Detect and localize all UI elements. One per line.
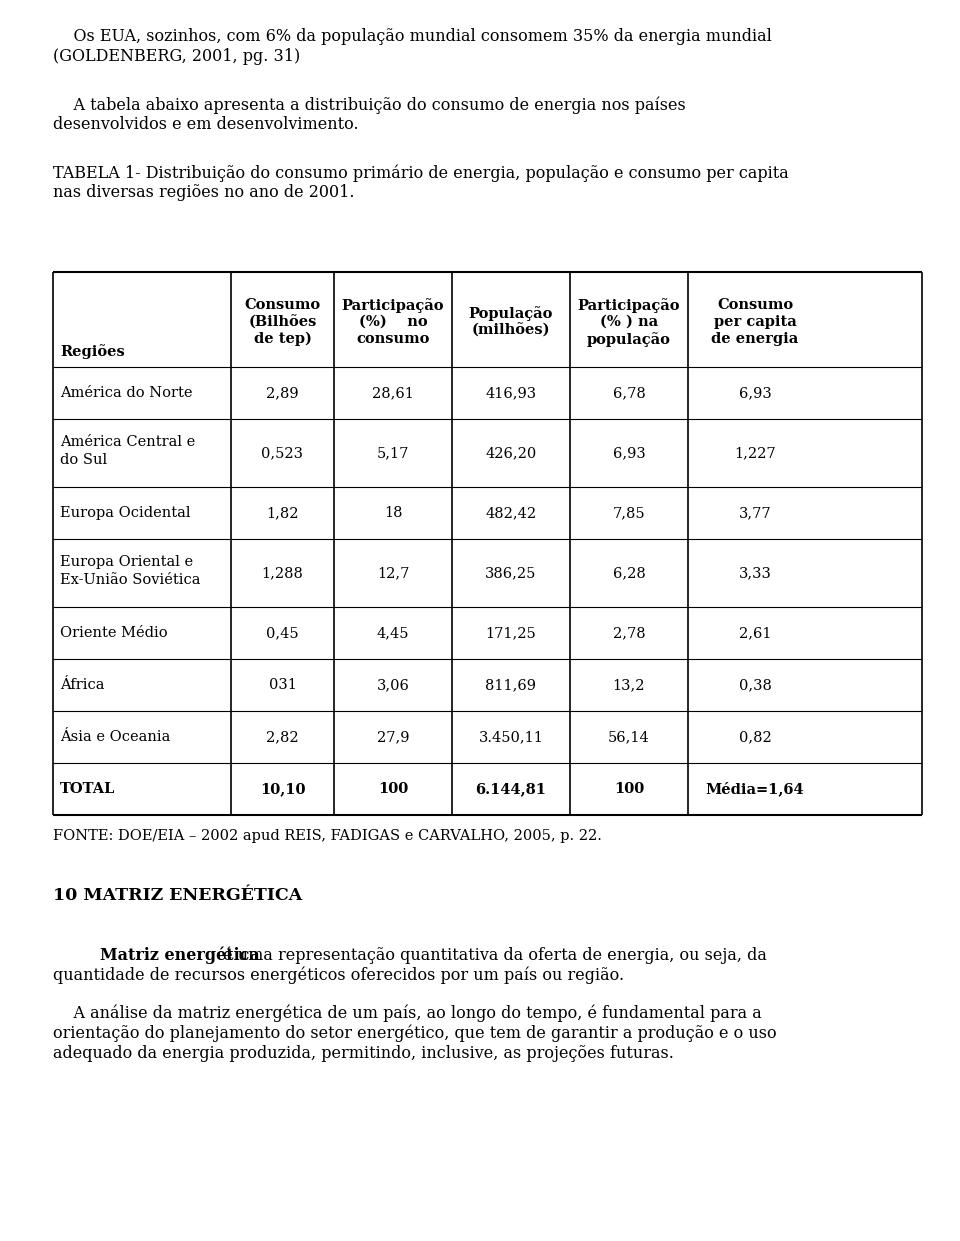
Text: 3.450,11: 3.450,11 xyxy=(479,730,543,745)
Text: Os EUA, sozinhos, com 6% da população mundial consomem 35% da energia mundial: Os EUA, sozinhos, com 6% da população mu… xyxy=(53,29,772,45)
Text: 416,93: 416,93 xyxy=(486,386,537,400)
Text: 100: 100 xyxy=(378,782,408,795)
Text: A tabela abaixo apresenta a distribuição do consumo de energia nos países: A tabela abaixo apresenta a distribuição… xyxy=(53,96,685,113)
Text: 811,69: 811,69 xyxy=(486,678,537,692)
Text: adequado da energia produzida, permitindo, inclusive, as projeções futuras.: adequado da energia produzida, permitind… xyxy=(53,1045,674,1062)
Text: 6,93: 6,93 xyxy=(612,446,645,460)
Text: consumo: consumo xyxy=(356,333,430,346)
Text: 7,85: 7,85 xyxy=(612,506,645,520)
Text: 0,38: 0,38 xyxy=(738,678,772,692)
Text: 100: 100 xyxy=(613,782,644,795)
Text: 6,78: 6,78 xyxy=(612,386,645,400)
Text: 4,45: 4,45 xyxy=(376,625,409,640)
Text: 386,25: 386,25 xyxy=(486,566,537,580)
Text: 6,28: 6,28 xyxy=(612,566,645,580)
Text: 12,7: 12,7 xyxy=(377,566,409,580)
Text: Média=1,64: Média=1,64 xyxy=(706,782,804,797)
Text: (%)    no: (%) no xyxy=(359,315,427,329)
Text: quantidade de recursos energéticos oferecidos por um país ou região.: quantidade de recursos energéticos ofere… xyxy=(53,967,624,984)
Text: 18: 18 xyxy=(384,506,402,520)
Text: 10,10: 10,10 xyxy=(260,782,305,795)
Text: população: população xyxy=(588,333,671,347)
Text: (milhões): (milhões) xyxy=(471,324,550,338)
Text: 5,17: 5,17 xyxy=(377,446,409,460)
Text: 171,25: 171,25 xyxy=(486,625,537,640)
Text: 0,45: 0,45 xyxy=(266,625,299,640)
Text: de energia: de energia xyxy=(711,333,799,346)
Text: nas diversas regiões no ano de 2001.: nas diversas regiões no ano de 2001. xyxy=(53,184,354,201)
Text: Consumo: Consumo xyxy=(717,298,793,311)
Text: População: População xyxy=(468,307,553,321)
Text: A análise da matriz energética de um país, ao longo do tempo, é fundamental para: A análise da matriz energética de um paí… xyxy=(53,1005,761,1023)
Text: 6,93: 6,93 xyxy=(738,386,772,400)
Text: 0,82: 0,82 xyxy=(738,730,772,745)
Text: Participação: Participação xyxy=(342,298,444,313)
Text: 031: 031 xyxy=(269,678,297,692)
Text: TOTAL: TOTAL xyxy=(60,782,115,795)
Text: desenvolvidos e em desenvolvimento.: desenvolvidos e em desenvolvimento. xyxy=(53,115,359,133)
Text: Participação: Participação xyxy=(578,298,681,313)
Text: 2,78: 2,78 xyxy=(612,625,645,640)
Text: (GOLDENBERG, 2001, pg. 31): (GOLDENBERG, 2001, pg. 31) xyxy=(53,48,300,65)
Text: 28,61: 28,61 xyxy=(372,386,414,400)
Text: Oriente Médio: Oriente Médio xyxy=(60,625,168,640)
Text: 3,33: 3,33 xyxy=(738,566,772,580)
Text: do Sul: do Sul xyxy=(60,453,108,467)
Text: (Bilhões: (Bilhões xyxy=(249,315,317,329)
Text: é uma representação quantitativa da oferta de energia, ou seja, da: é uma representação quantitativa da ofer… xyxy=(218,947,767,964)
Text: FONTE: DOE/EIA – 2002 apud REIS, FADIGAS e CARVALHO, 2005, p. 22.: FONTE: DOE/EIA – 2002 apud REIS, FADIGAS… xyxy=(53,829,602,843)
Text: TABELA 1- Distribuição do consumo primário de energia, população e consumo per c: TABELA 1- Distribuição do consumo primár… xyxy=(53,164,789,181)
Text: Regiões: Regiões xyxy=(60,344,125,359)
Text: 482,42: 482,42 xyxy=(486,506,537,520)
Text: de tep): de tep) xyxy=(253,333,311,346)
Text: 1,288: 1,288 xyxy=(261,566,303,580)
Text: Ex-União Soviética: Ex-União Soviética xyxy=(60,573,201,587)
Text: 13,2: 13,2 xyxy=(612,678,645,692)
Text: Matriz energética: Matriz energética xyxy=(100,947,260,964)
Text: 426,20: 426,20 xyxy=(486,446,537,460)
Text: orientação do planejamento do setor energético, que tem de garantir a produção e: orientação do planejamento do setor ener… xyxy=(53,1025,777,1042)
Text: Ásia e Oceania: Ásia e Oceania xyxy=(60,730,170,745)
Text: 3,06: 3,06 xyxy=(376,678,409,692)
Text: África: África xyxy=(60,678,105,692)
Text: América do Norte: América do Norte xyxy=(60,386,193,400)
Text: 56,14: 56,14 xyxy=(608,730,650,745)
Text: 10 MATRIZ ENERGÉTICA: 10 MATRIZ ENERGÉTICA xyxy=(53,887,302,903)
Text: per capita: per capita xyxy=(713,315,797,329)
Text: 6.144,81: 6.144,81 xyxy=(475,782,546,795)
Text: Europa Oriental e: Europa Oriental e xyxy=(60,555,193,570)
Text: 0,523: 0,523 xyxy=(261,446,303,460)
Text: 2,61: 2,61 xyxy=(739,625,771,640)
Text: 27,9: 27,9 xyxy=(376,730,409,745)
Text: 1,82: 1,82 xyxy=(266,506,299,520)
Text: 2,82: 2,82 xyxy=(266,730,299,745)
Text: 1,227: 1,227 xyxy=(734,446,776,460)
Text: América Central e: América Central e xyxy=(60,436,195,449)
Text: Consumo: Consumo xyxy=(245,298,321,311)
Text: Europa Ocidental: Europa Ocidental xyxy=(60,506,190,520)
Text: (% ) na: (% ) na xyxy=(600,315,658,329)
Text: 3,77: 3,77 xyxy=(738,506,771,520)
Text: 2,89: 2,89 xyxy=(266,386,299,400)
